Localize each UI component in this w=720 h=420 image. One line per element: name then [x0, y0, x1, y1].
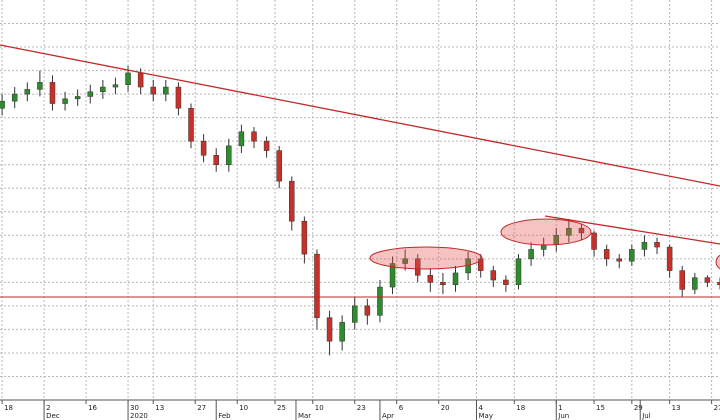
- x-tick-label: 23: [357, 404, 366, 412]
- candle-body: [679, 270, 685, 290]
- candle-body: [150, 86, 156, 95]
- candle-body: [389, 263, 396, 288]
- candle-body: [24, 89, 31, 95]
- highlight-ellipse: [369, 246, 483, 270]
- x-tick-label: 13: [155, 404, 164, 412]
- x-tick-label: 27: [714, 404, 720, 412]
- x-tick-label: 18: [516, 404, 525, 412]
- month-label: May: [479, 412, 493, 420]
- x-tick-label: 15: [596, 404, 605, 412]
- candle-body: [276, 150, 282, 182]
- month-label: Jul: [641, 412, 651, 420]
- candle-body: [112, 84, 119, 88]
- candle-body: [490, 270, 497, 281]
- candle-body: [503, 279, 509, 285]
- x-tick-label: 10: [239, 404, 248, 412]
- candle-body: [314, 253, 320, 318]
- candle-body: [263, 140, 270, 151]
- candle-body: [0, 100, 5, 109]
- annotations: [0, 44, 720, 298]
- candle-body: [414, 258, 421, 276]
- candle-body: [402, 258, 408, 264]
- month-label: 2020: [130, 412, 148, 420]
- candle-body: [62, 98, 68, 104]
- candle-body: [352, 305, 358, 323]
- candle-body: [666, 246, 673, 271]
- candle-body: [11, 93, 18, 102]
- candle-body: [440, 282, 446, 285]
- candle-body: [578, 227, 585, 234]
- x-tick-label: 16: [88, 404, 97, 412]
- candle-body: [326, 317, 333, 342]
- month-label: Apr: [382, 412, 394, 420]
- candle-body: [364, 305, 371, 316]
- x-tick-label: 18: [4, 404, 13, 412]
- candle-body: [692, 277, 698, 290]
- trend-line: [0, 44, 720, 187]
- candle-body: [100, 86, 106, 93]
- x-tick-label: 4: [479, 404, 484, 412]
- x-tick-label: 25: [277, 404, 286, 412]
- candle-body: [289, 180, 295, 222]
- candle-body: [704, 277, 711, 283]
- candle-body: [238, 131, 245, 147]
- candle-body: [427, 275, 434, 283]
- candle-body: [49, 82, 56, 104]
- x-tick-label: 27: [197, 404, 206, 412]
- candle-body: [175, 86, 182, 109]
- month-label: Mar: [298, 412, 311, 420]
- candle-body: [200, 140, 207, 156]
- candle-body: [213, 155, 219, 165]
- candle-body: [377, 286, 383, 316]
- x-tick-label: 2: [46, 404, 50, 412]
- trend-line: [544, 215, 720, 245]
- month-label: Dec: [46, 412, 60, 420]
- x-tick-label: 13: [672, 404, 681, 412]
- candle-body: [87, 91, 94, 97]
- month-label: Jun: [557, 412, 569, 420]
- x-tick-label: 30: [130, 404, 139, 412]
- candle-body: [339, 322, 345, 342]
- candle-body: [654, 242, 660, 248]
- candle-body: [251, 131, 257, 142]
- month-label: Feb: [218, 412, 231, 420]
- candle-body: [188, 107, 194, 142]
- candle-body: [566, 227, 572, 236]
- x-axis-labels: 18 2 16 30 13 27 10 25 10 23 6 20 4 18 1 15 29 13 27 Dec 202…: [1, 400, 720, 420]
- candle-body: [629, 249, 635, 262]
- candle-body: [717, 282, 720, 285]
- candle-body: [74, 96, 81, 100]
- candle-body: [616, 258, 622, 262]
- x-tick-label: 6: [399, 404, 404, 412]
- candle-body: [603, 249, 610, 260]
- candle-body: [37, 82, 43, 90]
- candle-body: [591, 232, 597, 250]
- candle-body: [515, 258, 522, 285]
- candle-body: [452, 272, 459, 285]
- candle-body: [641, 242, 648, 250]
- candle-body: [301, 220, 308, 255]
- x-tick-label: 29: [634, 404, 643, 412]
- highlight-ellipse: [715, 254, 720, 270]
- candle-body: [125, 72, 131, 85]
- x-tick-label: 20: [441, 404, 450, 412]
- x-tick-label: 1: [558, 404, 562, 412]
- candle-body: [137, 72, 144, 88]
- candle-body: [226, 145, 232, 165]
- x-tick-label: 10: [315, 404, 324, 412]
- candles: [0, 65, 720, 356]
- highlight-ellipse: [500, 218, 592, 246]
- grid: [0, 0, 720, 400]
- candle-body: [163, 86, 169, 95]
- candle-body: [528, 249, 534, 260]
- candle-body: [477, 258, 484, 271]
